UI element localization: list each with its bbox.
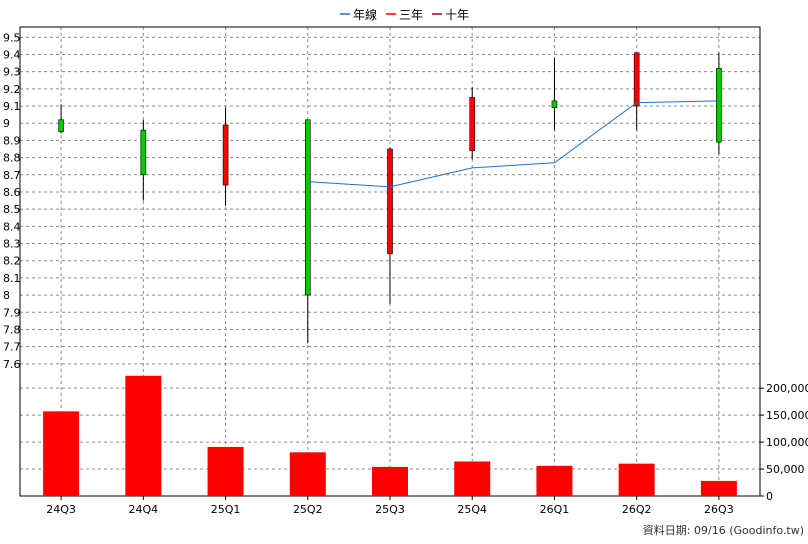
- volume-bar: [618, 463, 655, 496]
- candle-body: [387, 148, 393, 255]
- candle-body: [304, 119, 311, 296]
- price-tick-label: 8.6: [3, 186, 21, 199]
- x-tick-label: 25Q4: [457, 503, 487, 516]
- candle-body: [716, 67, 722, 143]
- price-tick-label: 8.5: [3, 203, 21, 216]
- price-tick-label: 7.9: [3, 306, 21, 319]
- x-tick-label: 26Q3: [704, 503, 734, 516]
- volume-bar: [43, 411, 80, 496]
- volume-bar: [125, 375, 162, 496]
- price-tick-label: 8.3: [3, 238, 21, 251]
- price-tick-label: 7.8: [3, 323, 21, 336]
- volume-bars: [43, 375, 737, 496]
- volume-tick-label: 100,000: [766, 436, 808, 449]
- price-tick-label: 8: [3, 289, 10, 302]
- price-tick-label: 8.2: [3, 255, 21, 268]
- volume-tick-label: 150,000: [766, 409, 808, 422]
- volume-bar: [454, 461, 491, 496]
- price-tick-label: 8.9: [3, 134, 21, 147]
- price-tick-label: 8.4: [3, 220, 21, 233]
- volume-tick-label: 200,000: [766, 382, 808, 395]
- candlesticks: [58, 52, 722, 344]
- price-tick-label: 7.6: [3, 358, 21, 371]
- x-tick-label: 25Q3: [375, 503, 405, 516]
- axis-labels: 7.6 7.7 7.8 7.9 8 8.1 8.2 8.3 8.4 8.5 8.6 8.7 8.8 8.9…: [3, 31, 808, 516]
- volume-tick-label: 0: [766, 490, 773, 503]
- price-tick-label: 8.8: [3, 152, 21, 165]
- price-tick-label: 8.1: [3, 272, 21, 285]
- price-tick-label: 9.3: [3, 66, 21, 79]
- x-tick-label: 24Q4: [129, 503, 159, 516]
- legend-label: 三年: [399, 8, 423, 22]
- price-tick-label: 9.1: [3, 100, 21, 113]
- volume-bar: [372, 466, 408, 496]
- candle-body: [469, 97, 476, 152]
- price-tick-label: 9.5: [3, 31, 21, 44]
- x-tick-label: 26Q2: [622, 503, 652, 516]
- volume-tick-label: 50,000: [766, 463, 805, 476]
- legend-label: 年線: [353, 7, 377, 22]
- x-tick-label: 25Q2: [293, 503, 323, 516]
- x-tick-label: 24Q3: [46, 503, 76, 516]
- moving-average-lines: [307, 100, 719, 188]
- volume-bar: [700, 480, 737, 496]
- price-tick-label: 9: [3, 117, 10, 130]
- x-tick-label: 26Q1: [540, 503, 570, 516]
- volume-bar: [536, 465, 573, 496]
- volume-bar: [289, 452, 326, 496]
- price-tick-label: 9.2: [3, 83, 21, 96]
- volume-bar: [207, 446, 244, 496]
- price-tick-label: 8.7: [3, 169, 21, 182]
- candle-body: [551, 100, 558, 109]
- data-date-footer: 資料日期: 09/16 (Goodinfo.tw): [643, 523, 804, 537]
- candle-body: [222, 124, 229, 186]
- price-tick-label: 7.7: [3, 341, 21, 354]
- candle-body: [58, 119, 64, 133]
- ma-line-annual: [307, 100, 719, 188]
- candle-body: [633, 52, 640, 107]
- x-tick-label: 25Q1: [211, 503, 241, 516]
- legend-label: 十年: [445, 8, 469, 22]
- chart-legend: 年線 三年 十年: [340, 7, 469, 22]
- candle-body: [140, 129, 147, 176]
- price-tick-label: 9.4: [3, 48, 21, 61]
